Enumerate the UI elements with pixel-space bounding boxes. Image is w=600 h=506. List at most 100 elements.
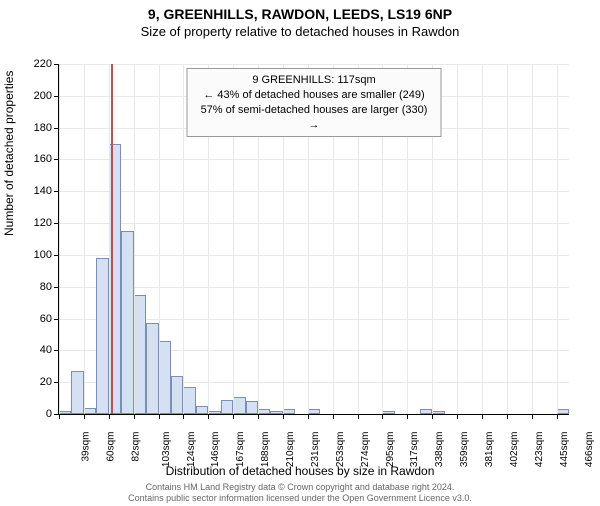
xtick xyxy=(457,414,458,419)
xtick-label: 231sqm xyxy=(310,432,321,468)
grid-v xyxy=(482,64,483,414)
annotation-line2: ← 43% of detached houses are smaller (24… xyxy=(196,88,433,103)
ytick-label: 120 xyxy=(12,217,52,229)
ytick-label: 60 xyxy=(12,313,52,325)
xtick-label: 167sqm xyxy=(235,432,246,468)
footer-line2: Contains public sector information licen… xyxy=(0,493,600,504)
bar xyxy=(382,411,394,414)
bar xyxy=(208,411,220,414)
xtick-label: 210sqm xyxy=(285,432,296,468)
grid-v xyxy=(59,64,60,414)
xtick-label: 188sqm xyxy=(260,432,271,468)
ytick-label: 160 xyxy=(12,153,52,165)
xtick xyxy=(507,414,508,419)
bar xyxy=(233,397,245,415)
footer-line1: Contains HM Land Registry data © Crown c… xyxy=(0,482,600,493)
xtick xyxy=(59,414,60,419)
grid-v xyxy=(134,64,135,414)
bar xyxy=(196,406,208,414)
ytick-label: 100 xyxy=(12,249,52,261)
grid-v xyxy=(532,64,533,414)
ytick-label: 200 xyxy=(12,90,52,102)
bar xyxy=(84,408,96,414)
grid-v xyxy=(457,64,458,414)
bar xyxy=(308,409,320,414)
xtick xyxy=(283,414,284,419)
xtick-label: 82sqm xyxy=(130,432,141,462)
xtick-label: 423sqm xyxy=(534,432,545,468)
ytick-label: 20 xyxy=(12,376,52,388)
xtick-label: 274sqm xyxy=(360,432,371,468)
xtick-label: 381sqm xyxy=(484,432,495,468)
bar xyxy=(432,411,444,414)
bar xyxy=(171,376,183,414)
footer: Contains HM Land Registry data © Crown c… xyxy=(0,482,600,505)
xtick xyxy=(432,414,433,419)
bar xyxy=(270,411,282,414)
ytick-label: 140 xyxy=(12,185,52,197)
grid-h xyxy=(59,159,569,160)
bar xyxy=(221,400,233,414)
ytick-label: 180 xyxy=(12,122,52,134)
annotation-line3: 57% of semi-detached houses are larger (… xyxy=(196,103,433,133)
xtick xyxy=(258,414,259,419)
bar xyxy=(146,323,158,414)
xtick xyxy=(407,414,408,419)
xtick-label: 103sqm xyxy=(161,432,172,468)
grid-h xyxy=(59,191,569,192)
bar xyxy=(246,401,258,414)
xtick xyxy=(333,414,334,419)
xtick xyxy=(233,414,234,419)
bar xyxy=(159,341,171,414)
xtick xyxy=(208,414,209,419)
xtick-label: 253sqm xyxy=(335,432,346,468)
grid-v xyxy=(109,64,110,414)
bar xyxy=(121,231,133,414)
grid-h xyxy=(59,64,569,65)
bar xyxy=(420,409,432,414)
xtick xyxy=(84,414,85,419)
xtick-label: 402sqm xyxy=(509,432,520,468)
bar xyxy=(71,371,83,414)
grid-h xyxy=(59,255,569,256)
xtick-label: 317sqm xyxy=(409,432,420,468)
ytick-label: 40 xyxy=(12,344,52,356)
xtick xyxy=(557,414,558,419)
ytick-label: 80 xyxy=(12,281,52,293)
bar xyxy=(183,387,195,414)
page-title: 9, GREENHILLS, RAWDON, LEEDS, LS19 6NP xyxy=(0,6,600,22)
xtick-label: 124sqm xyxy=(186,432,197,468)
xtick xyxy=(134,414,135,419)
grid-v xyxy=(507,64,508,414)
annotation-line1: 9 GREENHILLS: 117sqm xyxy=(196,73,433,88)
grid-v xyxy=(183,64,184,414)
bar xyxy=(283,409,295,414)
grid-h xyxy=(59,287,569,288)
xtick xyxy=(532,414,533,419)
grid-h xyxy=(59,223,569,224)
xtick-label: 39sqm xyxy=(81,432,92,462)
xtick-label: 60sqm xyxy=(105,432,116,462)
xtick-label: 338sqm xyxy=(434,432,445,468)
bar xyxy=(59,411,71,414)
xtick xyxy=(109,414,110,419)
xtick xyxy=(159,414,160,419)
ytick-label: 0 xyxy=(12,408,52,420)
xtick-label: 445sqm xyxy=(559,432,570,468)
bar xyxy=(134,295,146,414)
grid-v xyxy=(557,64,558,414)
xtick xyxy=(482,414,483,419)
ytick-label: 220 xyxy=(12,58,52,70)
page-subtitle: Size of property relative to detached ho… xyxy=(0,24,600,39)
xtick-label: 359sqm xyxy=(459,432,470,468)
annotation-box: 9 GREENHILLS: 117sqm ← 43% of detached h… xyxy=(187,68,442,137)
xtick xyxy=(358,414,359,419)
xtick xyxy=(382,414,383,419)
xtick xyxy=(183,414,184,419)
grid-v xyxy=(159,64,160,414)
xtick-label: 466sqm xyxy=(584,432,595,468)
xtick-label: 146sqm xyxy=(210,432,221,468)
grid-v xyxy=(84,64,85,414)
bar xyxy=(258,409,270,414)
bar xyxy=(96,258,108,414)
